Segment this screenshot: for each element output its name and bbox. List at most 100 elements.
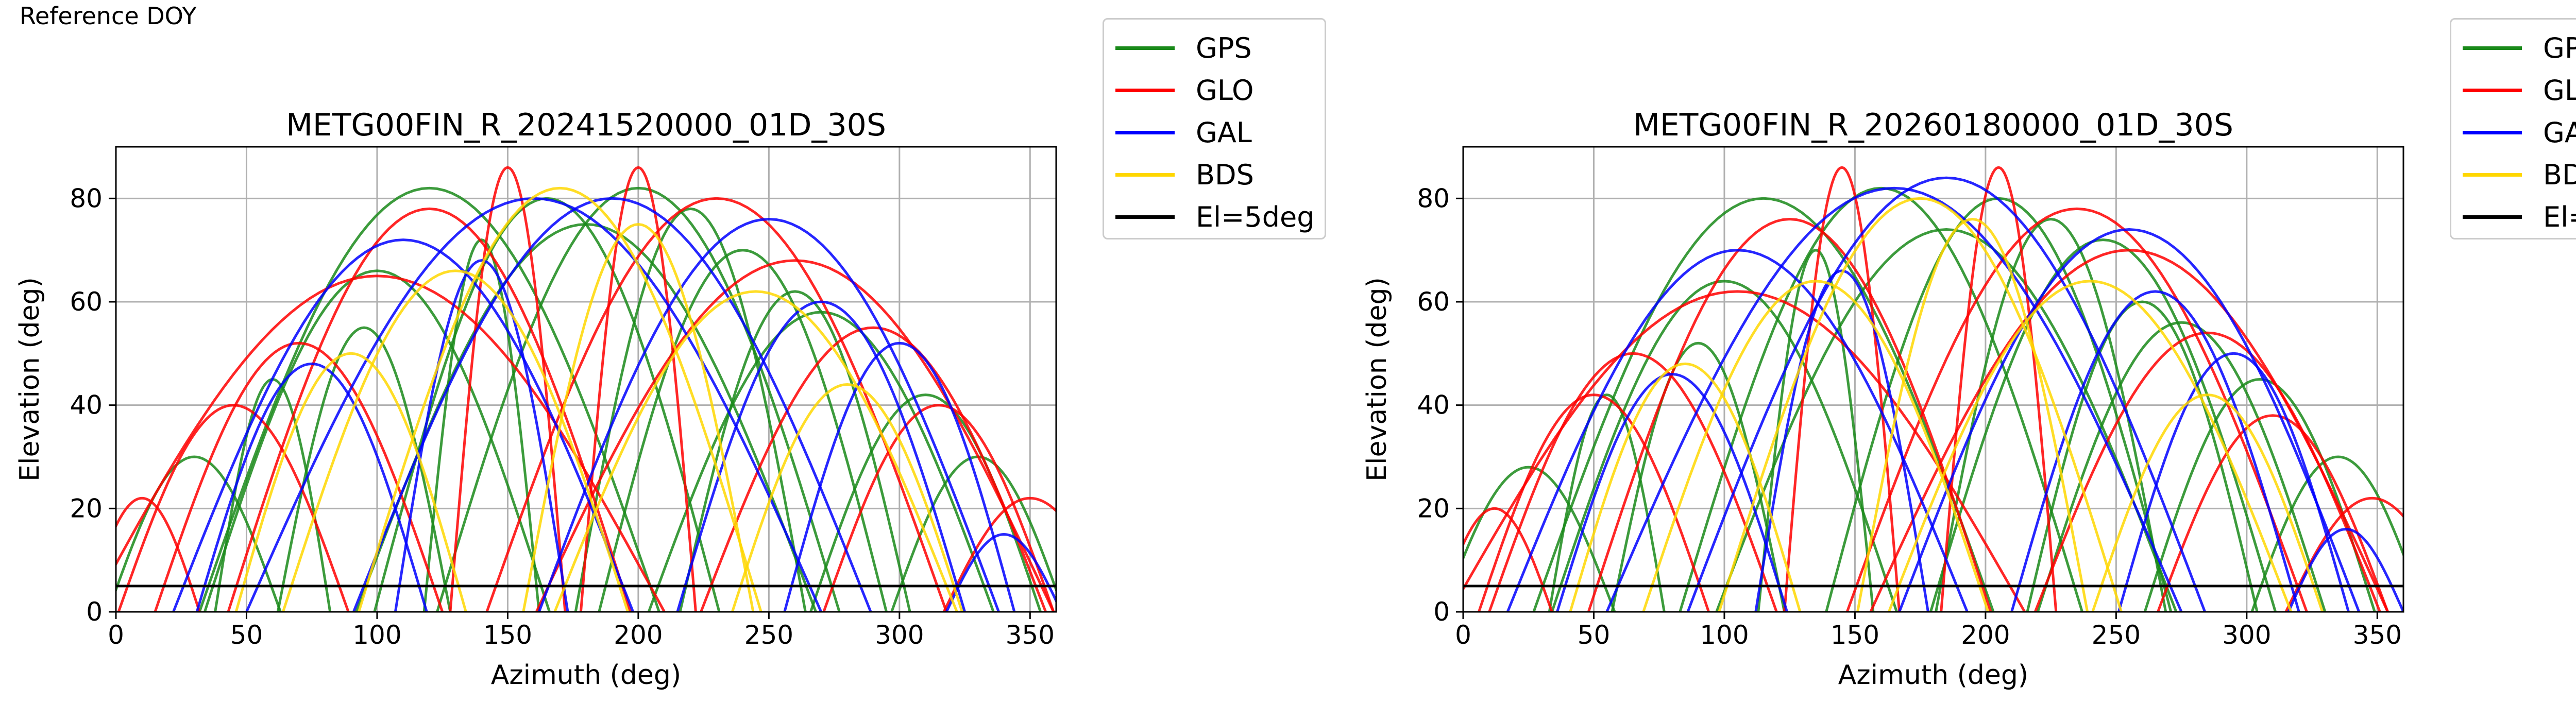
- legend-label: El=5deg: [1196, 201, 1315, 233]
- legend-swatch: [2463, 173, 2522, 177]
- x-tick-label: 200: [1961, 620, 2010, 650]
- legend-swatch: [1115, 131, 1175, 134]
- satellite-track: [1718, 197, 2123, 612]
- x-tick-label: 350: [2353, 620, 2402, 650]
- satellite-track: [352, 197, 872, 612]
- y-tick-label: 20: [1417, 493, 1450, 523]
- x-tick-label: 100: [1700, 620, 1749, 650]
- series-glo: [1463, 166, 2403, 612]
- satellite-track: [1587, 217, 1992, 612]
- satellite-track: [422, 238, 540, 612]
- legend-swatch: [2463, 131, 2522, 134]
- satellite-track: [1532, 197, 1995, 612]
- legend-swatch: [2463, 46, 2522, 50]
- satellite-track: [2033, 331, 2381, 612]
- chart-panel: 0 50 100 150 200 250 300 350 0 20 40 60 80 METG00FIN_…: [14, 107, 1057, 691]
- satellite-track: [198, 186, 660, 612]
- y-tick-label: 40: [70, 390, 103, 420]
- y-tick-label: 80: [70, 183, 103, 213]
- legend-swatch: [2463, 89, 2522, 92]
- satellite-track: [676, 300, 966, 612]
- y-tick-label: 0: [1433, 597, 1450, 627]
- y-tick-label: 0: [86, 597, 103, 627]
- legend-label: El=5deg: [2543, 201, 2576, 233]
- legend-label: GAL: [2543, 116, 2576, 149]
- satellite-track: [2250, 455, 2403, 612]
- satellite-track: [1642, 280, 1990, 612]
- x-tick-label: 0: [108, 620, 124, 650]
- data-area: [1463, 166, 2403, 612]
- satellite-track: [394, 259, 569, 612]
- x-tick-label: 150: [1831, 620, 1879, 650]
- satellite-track: [195, 362, 428, 612]
- plot-frame: [1462, 146, 2404, 613]
- x-tick-label: 50: [230, 620, 263, 650]
- x-tick-label: 0: [1455, 620, 1471, 650]
- legend-box-left: GPS GLO GAL BDS El=5deg: [1103, 18, 1326, 239]
- legend-entry-bds: BDS: [1104, 153, 1325, 196]
- satellite-track: [172, 238, 635, 612]
- satellite-track: [1556, 372, 1788, 612]
- satellite-track: [679, 290, 911, 612]
- satellite-track: [1488, 352, 1778, 612]
- figure-suptitle: Reference DOY: [20, 2, 197, 30]
- satellite-track: [2091, 393, 2324, 612]
- satellite-track: [1929, 238, 2277, 612]
- x-axis-label: Azimuth (deg): [491, 660, 681, 691]
- legend-label: GLO: [1196, 74, 1254, 107]
- satellite-track: [116, 496, 201, 612]
- satellite-track: [1856, 217, 2089, 612]
- satellite-track: [1463, 507, 1553, 612]
- y-axis-label: Elevation (deg): [14, 277, 45, 482]
- satellite-track: [449, 166, 567, 612]
- x-tick-label: 300: [875, 620, 924, 650]
- legend-label: GPS: [1196, 32, 1252, 64]
- legend-entry-gps: GPS: [1104, 27, 1325, 69]
- satellite-track: [1754, 269, 1929, 612]
- satellite-track: [942, 496, 1056, 612]
- legend-swatch: [2463, 215, 2522, 219]
- satellite-track: [116, 455, 282, 612]
- y-tick-label: 40: [1417, 390, 1450, 420]
- satellite-track: [1845, 207, 2308, 612]
- satellite-track: [2010, 290, 2300, 612]
- x-tick-label: 300: [2222, 620, 2271, 650]
- y-tick-label: 80: [1417, 183, 1450, 213]
- legend-entry-el-5deg: El=5deg: [2451, 196, 2576, 238]
- satellite-track: [204, 269, 551, 612]
- satellite-track: [1940, 166, 2058, 612]
- y-tick-label: 60: [70, 287, 103, 317]
- legend-label: GLO: [2543, 74, 2576, 107]
- legend-swatch: [1115, 173, 1175, 177]
- satellite-track: [783, 341, 1016, 612]
- x-tick-label: 100: [352, 620, 401, 650]
- legend-entry-gal: GAL: [2451, 111, 2576, 153]
- satellite-track: [700, 326, 1047, 612]
- satellite-track: [2284, 496, 2403, 612]
- legend-swatch: [1115, 46, 1175, 50]
- satellite-track: [234, 352, 467, 612]
- satellite-track: [1715, 228, 2178, 612]
- chart-title: METG00FIN_R_20260180000_01D_30S: [1633, 107, 2233, 143]
- legend-entry-gps: GPS: [2451, 27, 2576, 69]
- satellite-track: [535, 259, 1055, 612]
- satellite-track: [154, 341, 444, 612]
- satellite-track: [282, 269, 629, 612]
- legend-label: GAL: [1196, 116, 1252, 149]
- satellite-track: [1551, 280, 1898, 612]
- x-tick-label: 150: [483, 620, 532, 650]
- legend-label: GPS: [2543, 32, 2576, 64]
- satellite-track: [574, 207, 807, 612]
- satellite-track: [358, 186, 762, 612]
- legend-entry-glo: GLO: [1104, 69, 1325, 111]
- satellite-track: [945, 533, 1056, 612]
- satellite-track: [537, 217, 1000, 612]
- satellite-track: [2157, 414, 2389, 612]
- chart-title: METG00FIN_R_20241520000_01D_30S: [286, 107, 886, 143]
- satellite-track: [2036, 321, 2327, 612]
- satellite-track: [436, 186, 841, 612]
- satellite-track: [2026, 300, 2259, 612]
- satellite-track: [2143, 378, 2376, 612]
- y-axis-label: Elevation (deg): [1362, 277, 1393, 482]
- satellite-track: [522, 222, 755, 612]
